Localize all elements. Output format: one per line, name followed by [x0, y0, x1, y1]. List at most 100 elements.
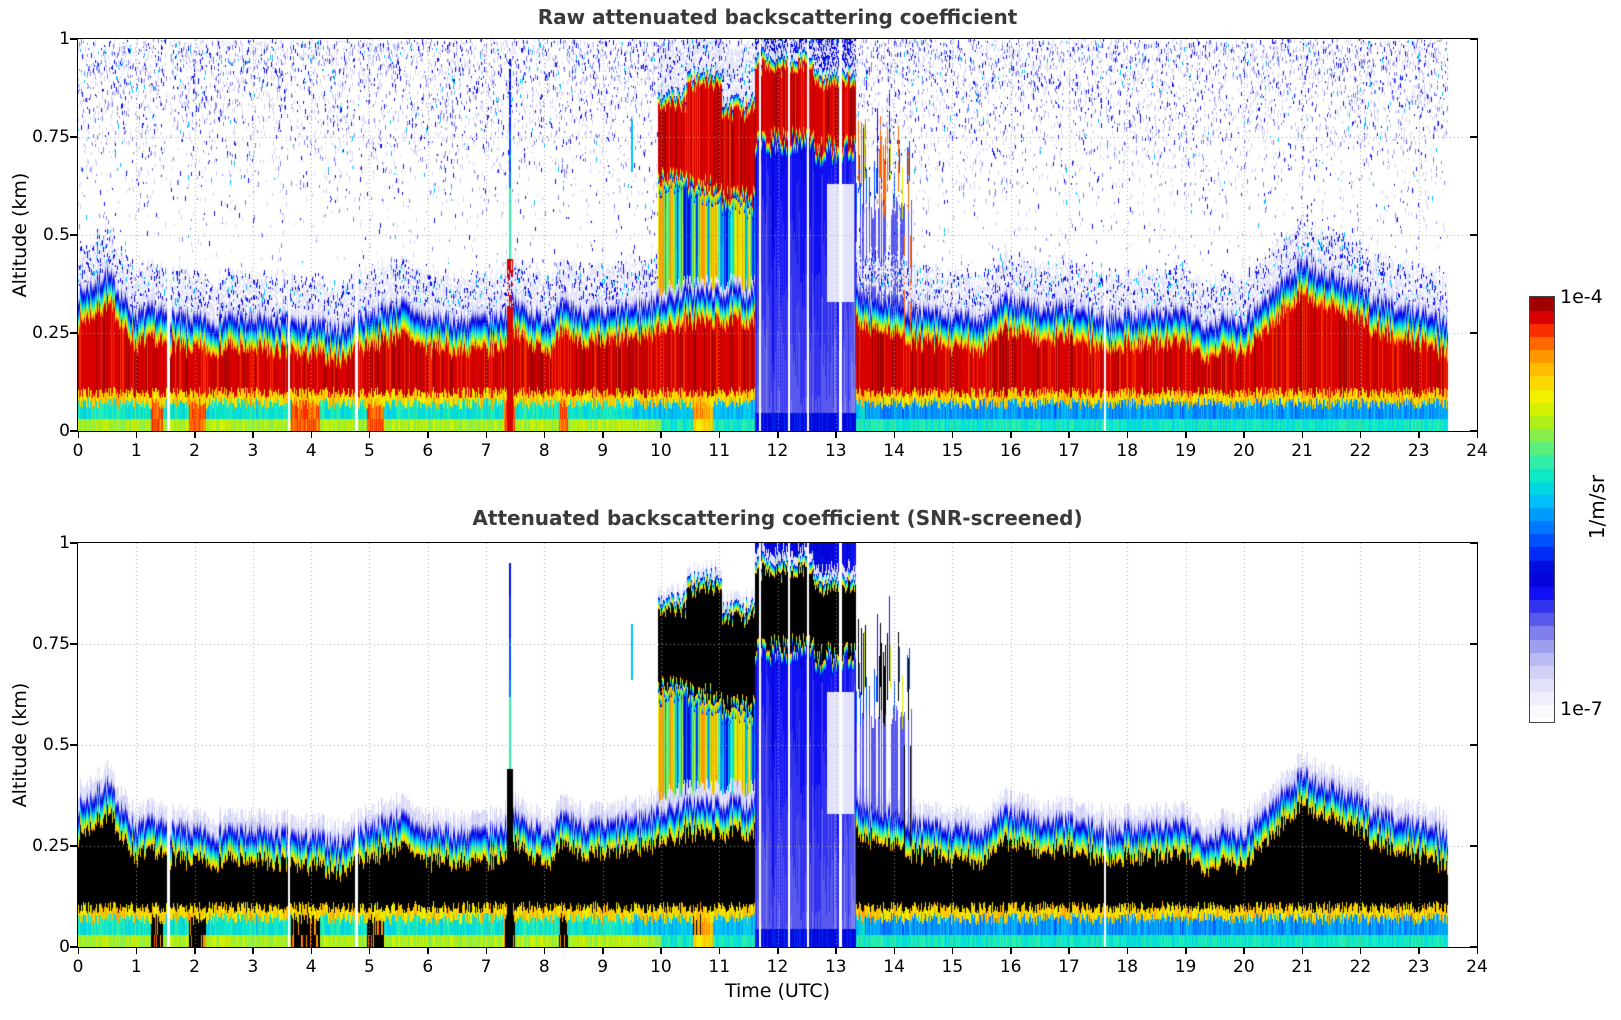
x-tick-label: 0 [72, 441, 84, 461]
x-tick-label: 15 [941, 957, 964, 977]
x-tick [660, 948, 662, 954]
x-tick-label: 21 [1291, 441, 1313, 461]
x-tick [835, 432, 837, 438]
x-tick [1476, 948, 1478, 954]
x-tick [1068, 948, 1070, 954]
y-tick-right [1470, 542, 1477, 544]
colorbar-canvas [1530, 297, 1554, 718]
y-tick [70, 38, 77, 40]
x-tick-label: 19 [1174, 957, 1197, 977]
x-tick [951, 948, 954, 954]
x-tick-label: 17 [1058, 957, 1080, 977]
screened-backscatter-heatmap [77, 542, 1478, 948]
y-tick-right [1470, 430, 1477, 432]
x-tick [1243, 948, 1245, 954]
y-tick [70, 643, 77, 645]
y-tick [70, 542, 77, 544]
y-tick-label: 0.75 [32, 127, 70, 147]
x-tick [1359, 948, 1362, 954]
x-tick [310, 432, 313, 438]
x-tick-label: 2 [189, 441, 200, 461]
x-tick [135, 432, 138, 438]
x-tick [718, 948, 721, 954]
x-tick-label: 3 [247, 957, 259, 977]
x-tick [1185, 948, 1187, 954]
x-tick [1243, 432, 1245, 438]
x-tick [1418, 432, 1420, 438]
x-axis-label: Time (UTC) [724, 980, 831, 1002]
x-tick [252, 948, 254, 954]
x-tick-label: 12 [766, 957, 789, 977]
x-tick-label: 18 [1116, 441, 1139, 461]
x-tick [1301, 948, 1304, 954]
x-tick [368, 948, 371, 954]
x-tick [368, 432, 371, 438]
x-tick-label: 10 [650, 441, 672, 461]
y-tick [70, 946, 77, 948]
x-tick [1476, 432, 1478, 438]
y-tick-right [1470, 643, 1477, 645]
x-tick-label: 1 [130, 441, 142, 461]
x-tick-label: 6 [422, 441, 434, 461]
y-tick-label: 0.25 [32, 836, 70, 856]
x-tick [1126, 432, 1129, 438]
x-tick-label: 12 [766, 441, 789, 461]
x-tick [660, 432, 662, 438]
y-tick-right [1470, 744, 1477, 746]
x-tick-label: 8 [538, 957, 550, 977]
x-tick-label: 14 [883, 957, 905, 977]
x-tick-label: 16 [999, 957, 1022, 977]
colorbar-max-label: 1e-4 [1560, 286, 1603, 308]
x-tick [1010, 432, 1012, 438]
panel1-title: Raw attenuated backscattering coefficien… [537, 5, 1018, 29]
x-tick [777, 948, 779, 954]
x-tick [194, 432, 196, 438]
x-tick-label: 13 [824, 441, 847, 461]
x-tick-label: 18 [1116, 957, 1139, 977]
x-tick [77, 432, 79, 438]
x-tick-label: 15 [941, 441, 964, 461]
screened-heatmap-canvas [78, 543, 1477, 947]
x-tick-label: 23 [1407, 441, 1430, 461]
x-tick [602, 948, 604, 954]
x-tick-label: 5 [364, 441, 375, 461]
x-tick-label: 22 [1349, 441, 1372, 461]
x-tick-label: 24 [1466, 441, 1488, 461]
x-tick [485, 948, 488, 954]
y-tick-label: 0 [59, 421, 70, 441]
x-tick [310, 948, 313, 954]
x-tick [427, 948, 429, 954]
y-tick-label: 0.5 [42, 225, 70, 245]
x-tick [835, 948, 837, 954]
x-tick-label: 2 [189, 957, 200, 977]
x-tick [602, 432, 604, 438]
x-tick-label: 20 [1233, 441, 1255, 461]
x-tick-label: 10 [650, 957, 672, 977]
x-tick [194, 948, 196, 954]
y-tick-right [1470, 234, 1477, 236]
x-tick [893, 432, 896, 438]
y-tick-right [1470, 136, 1477, 138]
x-tick-label: 20 [1233, 957, 1255, 977]
x-tick [893, 948, 896, 954]
x-tick [1185, 432, 1187, 438]
x-tick-label: 5 [364, 957, 375, 977]
x-tick [951, 432, 954, 438]
y-tick-label: 0 [59, 937, 70, 957]
y-tick-right [1470, 332, 1477, 334]
colorbar-units-label: 1/m/sr [1585, 474, 1609, 540]
y-tick-label: 1 [59, 29, 70, 49]
y-tick [70, 845, 77, 847]
y-tick-label: 1 [59, 533, 70, 553]
x-tick-label: 24 [1466, 957, 1488, 977]
x-tick-label: 9 [597, 957, 609, 977]
y-tick-right [1470, 38, 1477, 40]
y-tick [70, 234, 77, 236]
y-tick [70, 136, 77, 138]
x-tick [777, 432, 779, 438]
x-tick-label: 4 [305, 957, 317, 977]
x-tick [543, 948, 546, 954]
y-tick [70, 430, 77, 432]
raw-backscatter-heatmap [77, 38, 1478, 432]
